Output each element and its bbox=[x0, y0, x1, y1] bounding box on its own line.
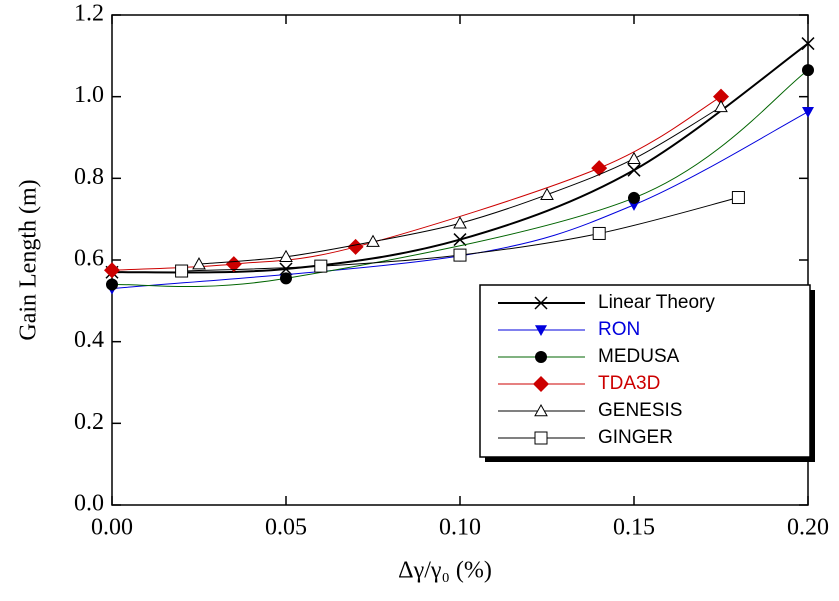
legend-marker bbox=[534, 431, 548, 445]
x-axis-label: Δγ/γ₀ (%) bbox=[398, 558, 492, 584]
x-tick-label: 0.20 bbox=[787, 515, 829, 541]
legend-marker bbox=[535, 325, 547, 336]
marker bbox=[801, 37, 815, 51]
marker bbox=[314, 259, 328, 273]
marker bbox=[592, 226, 606, 240]
marker bbox=[714, 99, 728, 113]
legend-label: GENESIS bbox=[598, 400, 682, 421]
y-tick-label: 0.0 bbox=[74, 491, 104, 517]
x-tick-label: 0.00 bbox=[91, 515, 133, 541]
y-tick-label: 1.0 bbox=[74, 82, 104, 108]
marker bbox=[802, 106, 814, 118]
legend-label: GINGER bbox=[598, 427, 673, 448]
series-line bbox=[111, 69, 809, 288]
marker bbox=[731, 191, 745, 205]
x-tick-label: 0.10 bbox=[439, 515, 481, 541]
y-tick-label: 0.8 bbox=[74, 164, 104, 190]
marker bbox=[279, 262, 293, 276]
legend-marker bbox=[534, 296, 548, 310]
marker bbox=[279, 249, 293, 263]
marker bbox=[453, 248, 467, 262]
y-tick-label: 0.6 bbox=[74, 246, 104, 272]
legend-label: TDA3D bbox=[598, 373, 660, 394]
marker bbox=[627, 163, 641, 177]
x-tick-label: 0.15 bbox=[613, 515, 655, 541]
marker bbox=[628, 191, 640, 204]
series-line bbox=[111, 111, 809, 290]
marker bbox=[347, 238, 364, 255]
series-line bbox=[111, 96, 722, 271]
marker bbox=[802, 64, 814, 77]
x-tick-label: 0.05 bbox=[265, 515, 307, 541]
marker bbox=[591, 160, 608, 177]
legend-box bbox=[479, 284, 811, 458]
legend-marker bbox=[533, 376, 549, 392]
y-axis-label: Gain Length (m) bbox=[16, 179, 42, 340]
marker bbox=[104, 262, 120, 279]
legend-marker bbox=[535, 351, 547, 363]
marker bbox=[225, 256, 242, 273]
marker bbox=[453, 233, 467, 247]
marker bbox=[106, 278, 118, 291]
legend-label: Linear Theory bbox=[598, 292, 715, 313]
y-tick-label: 0.2 bbox=[74, 409, 104, 435]
marker bbox=[453, 216, 467, 229]
marker bbox=[280, 272, 292, 285]
marker bbox=[540, 187, 554, 200]
series-line bbox=[111, 42, 809, 274]
y-tick-label: 1.2 bbox=[74, 1, 104, 27]
marker bbox=[192, 257, 206, 270]
legend-label: MEDUSA bbox=[598, 346, 680, 367]
legend-marker bbox=[534, 403, 548, 417]
legend-label: RON bbox=[598, 319, 640, 340]
marker bbox=[366, 234, 380, 247]
marker bbox=[175, 264, 189, 278]
marker bbox=[713, 88, 729, 105]
y-tick-label: 0.4 bbox=[74, 327, 104, 353]
marker bbox=[627, 151, 641, 165]
